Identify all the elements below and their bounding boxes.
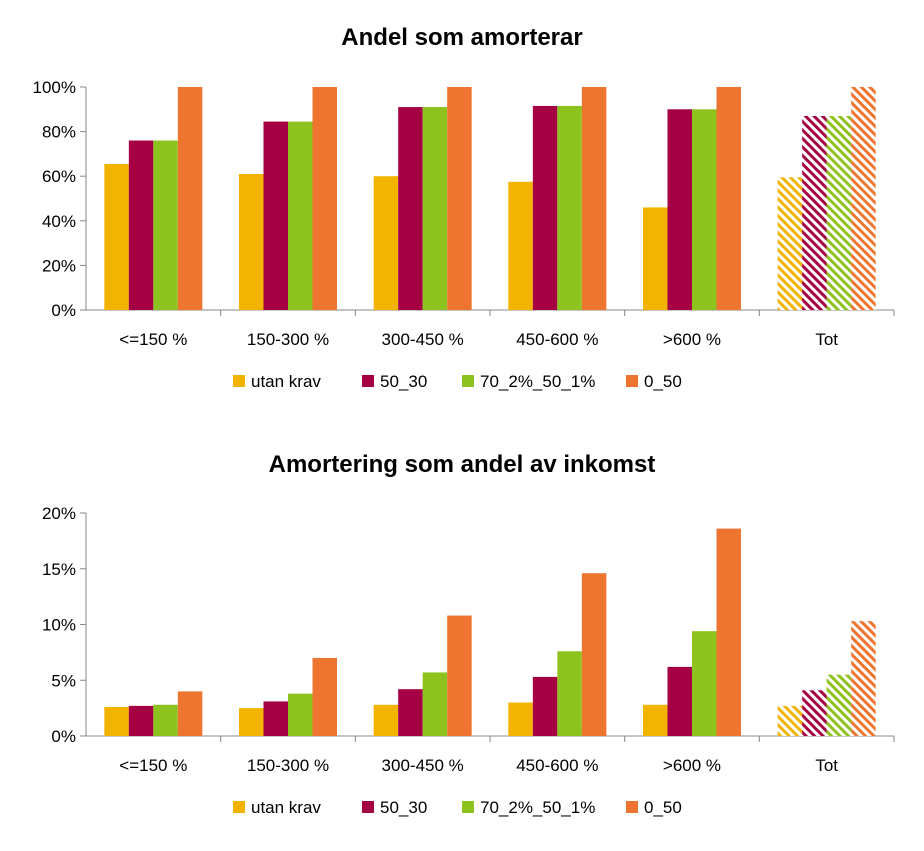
bar-0-50-150 xyxy=(177,87,203,310)
bar-50-30-150-300 xyxy=(263,701,288,736)
bar-utan-krav-450-600 xyxy=(508,181,533,310)
bar-70-2-50-1-150-300 xyxy=(288,693,313,736)
x-tick-label: 150-300 % xyxy=(247,756,329,775)
bar-70-2-50-1-300-450 xyxy=(422,672,448,736)
bar-70-2-50-1-tot xyxy=(826,115,852,311)
bar-0-50-tot xyxy=(851,621,876,736)
bar-0-50-tot xyxy=(851,87,876,310)
bar-0-50-300-450 xyxy=(447,87,472,310)
legend-label-70-2-50-1: 70_2%_50_1% xyxy=(480,372,595,391)
legend-label-utan-krav: utan krav xyxy=(251,798,321,817)
y-tick-label: 60% xyxy=(42,167,76,186)
bar-0-50-600 xyxy=(716,528,741,736)
bar-utan-krav-450-600 xyxy=(508,702,533,736)
chart-title-amortering-andel-inkomst: Amortering som andel av inkomst xyxy=(268,451,656,478)
legend-label-0-50: 0_50 xyxy=(644,372,682,391)
bar-utan-krav-600 xyxy=(643,704,668,736)
bar-0-50-150-300 xyxy=(312,657,337,736)
x-tick-label: 300-450 % xyxy=(382,330,464,349)
bar-utan-krav-150-300 xyxy=(239,173,264,310)
y-tick-label: 40% xyxy=(42,212,76,231)
bar-70-2-50-1-450-600 xyxy=(557,105,582,310)
legend-label-50-30: 50_30 xyxy=(380,372,427,391)
y-tick-label: 10% xyxy=(42,616,76,635)
x-tick-label: Tot xyxy=(815,756,838,775)
x-tick-label: <=150 % xyxy=(119,330,187,349)
legend-swatch-0-50 xyxy=(626,375,638,387)
legend-swatch-utan-krav xyxy=(233,375,245,387)
bar-0-50-300-450 xyxy=(447,615,472,736)
bar-utan-krav-tot xyxy=(777,705,803,736)
y-tick-label: 20% xyxy=(42,504,76,523)
bar-70-2-50-1-150 xyxy=(153,704,178,736)
y-tick-label: 15% xyxy=(42,560,76,579)
bar-50-30-150 xyxy=(128,705,154,736)
bar-50-30-450-600 xyxy=(532,105,558,310)
x-tick-label: >600 % xyxy=(663,330,721,349)
bar-50-30-450-600 xyxy=(532,676,558,736)
bar-utan-krav-300-450 xyxy=(373,176,399,310)
chart-title-andel-som-amorterar: Andel som amorterar xyxy=(341,24,583,51)
bar-50-30-150-300 xyxy=(263,121,288,310)
bar-50-30-150 xyxy=(128,140,154,310)
bar-50-30-600 xyxy=(667,109,692,310)
bar-70-2-50-1-600 xyxy=(692,631,717,736)
x-tick-label: 450-600 % xyxy=(516,330,598,349)
y-tick-label: 0% xyxy=(51,301,76,320)
legend-label-70-2-50-1: 70_2%_50_1% xyxy=(480,798,595,817)
bar-50-30-600 xyxy=(667,666,692,736)
legend-swatch-70-2-50-1 xyxy=(462,801,474,813)
bar-0-50-150 xyxy=(177,691,203,736)
bar-50-30-tot xyxy=(802,690,827,736)
bar-70-2-50-1-tot xyxy=(826,674,852,736)
x-tick-label: 300-450 % xyxy=(382,756,464,775)
bar-0-50-450-600 xyxy=(581,87,607,310)
y-tick-label: 0% xyxy=(51,727,76,746)
legend-label-50-30: 50_30 xyxy=(380,798,427,817)
bar-utan-krav-150 xyxy=(104,163,129,310)
y-tick-label: 100% xyxy=(33,78,76,97)
x-tick-label: Tot xyxy=(815,330,838,349)
bar-utan-krav-150-300 xyxy=(239,708,264,736)
bar-50-30-300-450 xyxy=(398,107,423,310)
bar-utan-krav-300-450 xyxy=(373,704,399,736)
legend-label-0-50: 0_50 xyxy=(644,798,682,817)
bar-utan-krav-tot xyxy=(777,177,803,310)
legend-label-utan-krav: utan krav xyxy=(251,372,321,391)
legend-swatch-utan-krav xyxy=(233,801,245,813)
bar-0-50-600 xyxy=(716,87,741,310)
bar-utan-krav-150 xyxy=(104,707,129,736)
bar-70-2-50-1-150 xyxy=(153,140,178,310)
y-tick-label: 80% xyxy=(42,123,76,142)
bar-70-2-50-1-600 xyxy=(692,109,717,310)
bar-70-2-50-1-450-600 xyxy=(557,651,582,736)
y-tick-label: 5% xyxy=(51,671,76,690)
x-tick-label: 150-300 % xyxy=(247,330,329,349)
legend-swatch-50-30 xyxy=(362,375,374,387)
bar-50-30-300-450 xyxy=(398,689,423,736)
x-tick-label: 450-600 % xyxy=(516,756,598,775)
bar-0-50-150-300 xyxy=(312,87,337,310)
bar-70-2-50-1-300-450 xyxy=(422,107,448,310)
bar-50-30-tot xyxy=(802,115,827,311)
bar-70-2-50-1-150-300 xyxy=(288,121,313,310)
bar-0-50-450-600 xyxy=(581,573,607,736)
legend-swatch-0-50 xyxy=(626,801,638,813)
x-tick-label: <=150 % xyxy=(119,756,187,775)
bar-utan-krav-600 xyxy=(643,207,668,310)
chart-andel-som-amorterar: 0% 20% 40% 60% 80% 100% <=150 % 150-300 % 300-45… xyxy=(33,78,895,391)
x-tick-label: >600 % xyxy=(663,756,721,775)
y-tick-label: 20% xyxy=(42,256,76,275)
legend-swatch-70-2-50-1 xyxy=(462,375,474,387)
legend-swatch-50-30 xyxy=(362,801,374,813)
